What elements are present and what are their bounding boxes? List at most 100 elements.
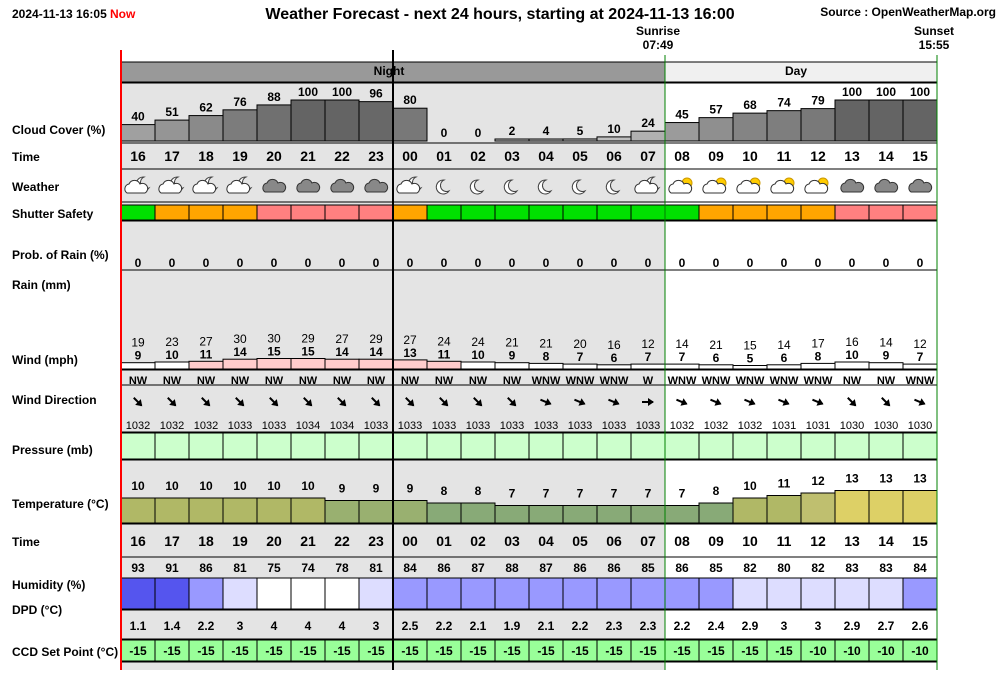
time-label: 18 bbox=[198, 148, 214, 164]
pressure-cell bbox=[698, 432, 734, 460]
dpd-value: 1.1 bbox=[130, 619, 147, 633]
shutter-cell bbox=[664, 204, 700, 221]
dpd-value: 2.6 bbox=[912, 619, 929, 633]
wind-gust-value: 20 bbox=[573, 337, 587, 351]
pressure-cell bbox=[222, 432, 258, 460]
row-label-weather: Weather bbox=[12, 180, 59, 194]
wind-arrow-head bbox=[475, 399, 483, 407]
wind-gust-value: 12 bbox=[913, 337, 927, 351]
cloud-icon bbox=[330, 178, 355, 193]
time-label: 12 bbox=[810, 148, 826, 164]
time-label-bottom: 06 bbox=[606, 533, 622, 549]
time-label-bottom: 18 bbox=[198, 533, 214, 549]
rain-prob-value: 0 bbox=[849, 256, 856, 270]
wind-arrow-head bbox=[782, 398, 790, 406]
dpd-value: 2.2 bbox=[198, 619, 215, 633]
dpd-value: 1.4 bbox=[164, 619, 181, 633]
shutter-cell bbox=[392, 204, 428, 221]
temperature-value: 10 bbox=[743, 479, 757, 493]
temperature-bar bbox=[256, 497, 292, 524]
pressure-cell bbox=[460, 432, 496, 460]
pressure-value: 1033 bbox=[534, 420, 558, 432]
temperature-value: 10 bbox=[233, 479, 247, 493]
temperature-bar bbox=[154, 497, 190, 524]
cloud-icon bbox=[840, 178, 865, 193]
temperature-value: 9 bbox=[339, 482, 346, 496]
ccd-value: -10 bbox=[843, 644, 861, 658]
wind-speed-value: 6 bbox=[611, 351, 618, 365]
time-label: 09 bbox=[708, 148, 724, 164]
pressure-cell bbox=[256, 432, 292, 460]
ccd-value: -15 bbox=[537, 644, 555, 658]
cloud-value: 45 bbox=[675, 108, 689, 122]
temperature-value: 12 bbox=[811, 474, 825, 488]
humidity-cell bbox=[528, 577, 564, 610]
time-label: 21 bbox=[300, 148, 316, 164]
header-source: Source : OpenWeatherMap.org bbox=[820, 5, 996, 19]
wind-bar bbox=[800, 362, 836, 370]
time-label-bottom: 15 bbox=[912, 533, 928, 549]
time-label-bottom: 20 bbox=[266, 533, 282, 549]
time-label: 06 bbox=[606, 148, 622, 164]
cloud-icon bbox=[192, 179, 217, 194]
cloud-icon bbox=[908, 178, 933, 193]
shutter-cell bbox=[154, 204, 190, 221]
temperature-value: 10 bbox=[165, 479, 179, 493]
wind-bar bbox=[902, 363, 938, 370]
wind-arrow-icon bbox=[914, 398, 926, 406]
pressure-cell bbox=[120, 432, 156, 460]
cloud-icon bbox=[736, 179, 761, 194]
row-label-wind: Wind (mph) bbox=[12, 353, 78, 367]
wind-arrow-icon bbox=[235, 397, 245, 407]
wind-speed-value: 7 bbox=[645, 350, 652, 364]
temperature-bar bbox=[800, 492, 836, 524]
cloud-icon bbox=[262, 178, 287, 193]
humidity-cell bbox=[392, 577, 428, 610]
partly-cloudy-day-icon bbox=[702, 177, 727, 194]
rain-prob-value: 0 bbox=[339, 256, 346, 270]
wind-arrow-head bbox=[544, 398, 552, 406]
shutter-cell bbox=[562, 204, 598, 221]
cloud-bar bbox=[664, 122, 700, 142]
wind-arrow-head bbox=[373, 399, 381, 407]
wind-arrow-icon bbox=[303, 397, 313, 407]
ccd-value: -15 bbox=[435, 644, 453, 658]
wind-bar bbox=[154, 361, 190, 370]
cloud-bar bbox=[494, 138, 530, 142]
wind-bar bbox=[528, 362, 564, 370]
temperature-bar bbox=[664, 505, 700, 524]
wind-arrow-head bbox=[849, 399, 857, 407]
wind-gust-value: 27 bbox=[403, 333, 417, 347]
dpd-value: 3 bbox=[781, 619, 788, 633]
temperature-bar bbox=[222, 497, 258, 524]
cloud-bar bbox=[800, 108, 836, 142]
cloud-icon bbox=[262, 178, 287, 193]
humidity-value: 74 bbox=[301, 561, 315, 575]
wind-dir-label: WNW bbox=[532, 375, 561, 387]
row-label-shutter: Shutter Safety bbox=[12, 207, 94, 221]
time-label: 05 bbox=[572, 148, 588, 164]
rain-prob-value: 0 bbox=[815, 256, 822, 270]
dpd-value: 2.1 bbox=[538, 619, 555, 633]
cloud-bar bbox=[766, 110, 802, 142]
humidity-value: 87 bbox=[471, 561, 485, 575]
humidity-value: 86 bbox=[199, 561, 213, 575]
humidity-cell bbox=[664, 577, 700, 610]
wind-speed-value: 7 bbox=[679, 350, 686, 364]
humidity-cell bbox=[120, 577, 156, 610]
temperature-bar bbox=[426, 502, 462, 524]
dpd-value: 2.3 bbox=[606, 619, 623, 633]
humidity-value: 80 bbox=[777, 561, 791, 575]
wind-arrow-head bbox=[339, 399, 347, 407]
temperature-bar bbox=[834, 490, 870, 524]
time-label: 20 bbox=[266, 148, 282, 164]
rain-prob-value: 0 bbox=[271, 256, 278, 270]
pressure-cell bbox=[324, 432, 360, 460]
cloud-bar bbox=[562, 138, 598, 142]
rain-prob-value: 0 bbox=[679, 256, 686, 270]
humidity-cell bbox=[800, 577, 836, 610]
wind-arrow-icon bbox=[540, 398, 552, 406]
cloud-bar bbox=[392, 107, 428, 142]
wind-gust-value: 24 bbox=[437, 334, 451, 348]
wind-arrow-head bbox=[680, 398, 688, 406]
